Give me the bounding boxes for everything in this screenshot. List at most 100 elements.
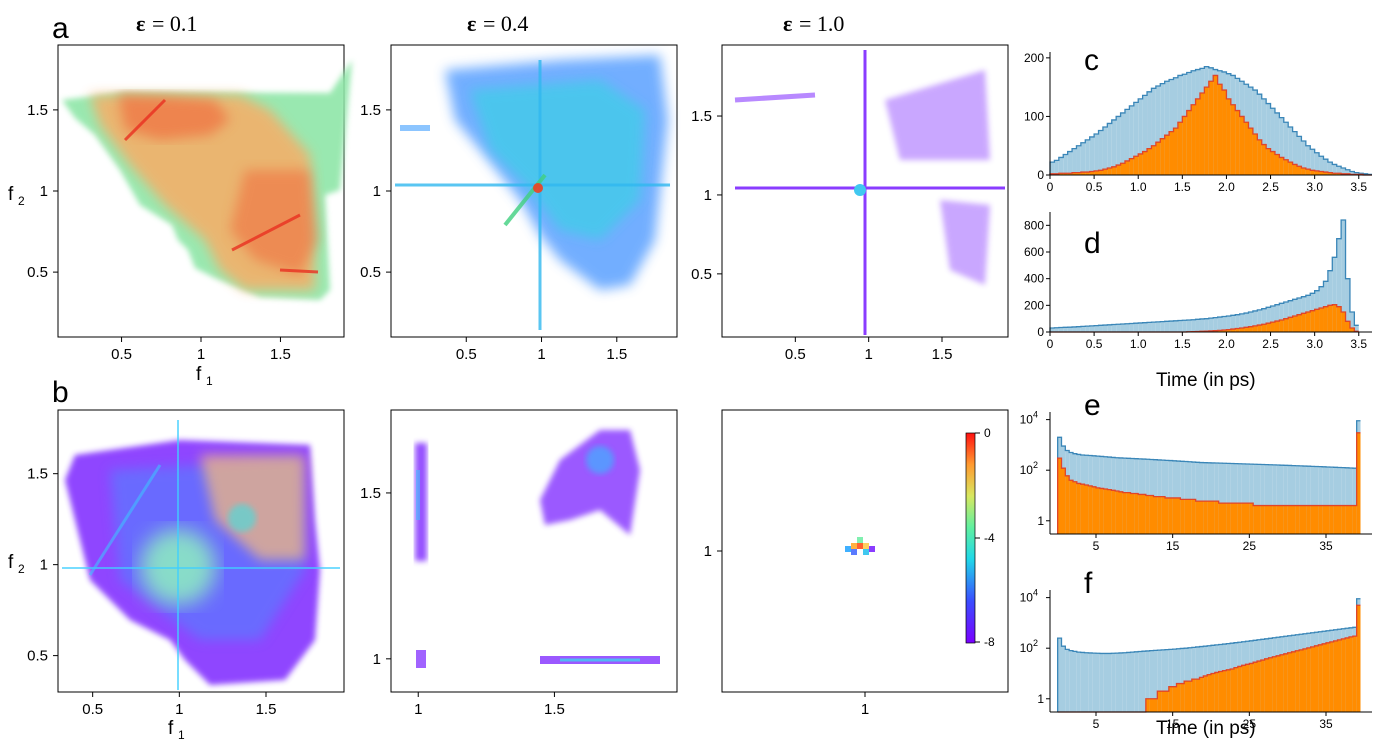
histogram-bar <box>1208 81 1214 175</box>
histogram-bar <box>1230 315 1236 332</box>
histogram-bar <box>1122 652 1127 712</box>
x-tick-label: 1.5 <box>544 701 565 718</box>
histogram-bar <box>1147 91 1152 175</box>
x-tick-label: 5 <box>1093 539 1100 553</box>
histogram-bar <box>1283 318 1289 332</box>
density-cloud <box>415 430 660 668</box>
histogram-bar <box>1107 489 1112 534</box>
x-tick-label: 3.5 <box>1350 337 1367 351</box>
y-tick-label: 102 <box>1020 638 1038 655</box>
histogram-bar <box>1142 651 1146 712</box>
histogram-bar <box>1266 148 1271 175</box>
histogram-bar <box>1257 325 1262 332</box>
histogram-bar <box>1226 98 1231 175</box>
histogram-bar <box>1272 464 1277 534</box>
histogram-bar <box>1124 160 1130 175</box>
histogram-bar <box>1138 153 1143 175</box>
histogram-bar <box>1323 306 1328 332</box>
histogram-bar <box>1226 669 1231 712</box>
density-cloud <box>62 420 340 690</box>
histogram-bar <box>1279 157 1284 175</box>
histogram-bar <box>1076 483 1081 534</box>
histogram-bar <box>1094 325 1099 332</box>
histogram-bar <box>1249 464 1254 534</box>
histogram-bar <box>1314 152 1320 175</box>
histogram-bar <box>1165 691 1169 712</box>
histogram-bar <box>1058 327 1064 332</box>
histogram-bar <box>1054 160 1059 175</box>
histogram-bar <box>1151 322 1156 332</box>
histogram-bar <box>1133 102 1139 175</box>
y-tick-exponent: 2 <box>1033 638 1038 648</box>
histogram-bar <box>1208 318 1214 332</box>
histogram-bar <box>1063 173 1068 175</box>
y-tick-label: 1 <box>1037 514 1044 528</box>
histogram-bar <box>1214 501 1219 534</box>
series-orange <box>1057 604 1361 713</box>
histogram-bar <box>1345 467 1349 534</box>
histogram-bar <box>1180 461 1185 534</box>
histogram-bar <box>1076 652 1081 712</box>
histogram-bar <box>1222 330 1227 332</box>
histogram-bar <box>1299 505 1303 534</box>
histogram-bar <box>1111 324 1117 332</box>
histogram-bar <box>1084 652 1089 712</box>
histogram-bar <box>1239 313 1245 332</box>
histogram-bar <box>1207 462 1211 534</box>
histogram-bar <box>1336 306 1342 332</box>
histogram-bar <box>1098 325 1103 332</box>
histogram-bar <box>1195 319 1200 332</box>
histogram-bar <box>1270 306 1275 332</box>
histogram-bar <box>1327 270 1333 332</box>
histogram-bar <box>1089 171 1095 175</box>
histogram-bar <box>1058 173 1064 175</box>
series-orange <box>1049 74 1372 176</box>
histogram-bar <box>1337 639 1342 712</box>
histogram-outline <box>1049 65 1372 176</box>
histogram-bar <box>1153 496 1158 534</box>
histogram-bar <box>1287 652 1292 712</box>
histogram-bar <box>1161 649 1165 712</box>
histogram-bar <box>1155 85 1161 175</box>
histogram-bar <box>1102 169 1108 175</box>
histogram-bar <box>1323 172 1328 175</box>
histogram-bar <box>1332 164 1337 175</box>
histogram-bar <box>1096 653 1100 712</box>
histogram-bar <box>1352 505 1357 534</box>
histogram-bar <box>1248 326 1253 332</box>
x-tick-label: 35 <box>1319 717 1333 731</box>
histogram-bar <box>1129 323 1134 332</box>
histogram-bar <box>1245 664 1250 712</box>
histogram-bar <box>1142 322 1148 332</box>
x-tick-label: 1.5 <box>606 346 627 363</box>
histogram-bar <box>1237 503 1242 534</box>
histogram-bar <box>1252 310 1258 332</box>
f1-label-a: f 1 <box>196 364 213 388</box>
histogram-bar <box>1072 326 1077 332</box>
histogram-bar <box>1199 93 1205 175</box>
histogram-bar <box>1279 303 1284 332</box>
histogram-bar <box>1058 157 1064 175</box>
histogram-bar <box>1244 122 1249 175</box>
y-tick-label: 1 <box>373 183 381 200</box>
histogram-bar <box>1283 653 1288 712</box>
f2-letter: f <box>8 552 14 573</box>
histogram-bar <box>1336 173 1342 175</box>
histogram-bar <box>1126 652 1131 712</box>
histogram-bar <box>1274 112 1280 175</box>
histogram-bar <box>1322 643 1326 712</box>
x-tick-label: 5 <box>1093 717 1100 731</box>
x-tick-label: 2.5 <box>1262 337 1279 351</box>
histogram-bar <box>1085 172 1090 175</box>
histogram-bar <box>1322 505 1326 534</box>
f1-subscript: 1 <box>206 374 213 388</box>
histogram-bar <box>1133 156 1139 175</box>
density-cloud <box>62 60 352 300</box>
histogram-bar <box>1237 666 1242 712</box>
histogram-bar <box>1050 162 1055 175</box>
histogram-bar <box>1248 128 1253 175</box>
x-tick-label: 1 <box>537 346 545 363</box>
histogram-bar <box>1299 465 1303 534</box>
histogram-bar <box>1276 465 1280 534</box>
histogram-bar <box>1306 466 1311 534</box>
